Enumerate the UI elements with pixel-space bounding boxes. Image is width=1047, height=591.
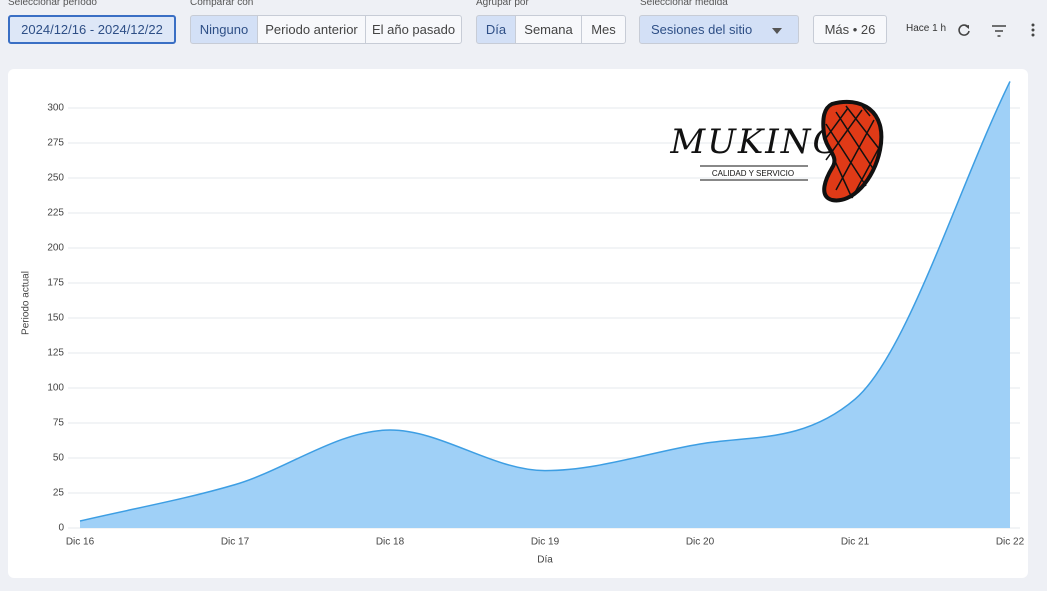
refresh-icon[interactable] xyxy=(957,23,971,37)
x-tick-label: Dic 22 xyxy=(996,537,1025,548)
y-tick-label: 75 xyxy=(53,418,65,429)
filter-icon[interactable] xyxy=(992,25,1006,37)
y-tick-label: 50 xyxy=(53,453,65,464)
y-tick-label: 150 xyxy=(47,313,64,324)
x-tick-label: Dic 21 xyxy=(841,537,870,548)
y-tick-label: 300 xyxy=(47,103,64,114)
period-label: Seleccionar período xyxy=(8,0,97,8)
area-line xyxy=(79,81,1011,522)
measure-label: Seleccionar medida xyxy=(640,0,728,8)
logo: MUKING CALIDAD Y SERVICIO xyxy=(669,99,884,203)
x-tick-label: Dic 20 xyxy=(686,537,715,548)
y-tick-label: 175 xyxy=(47,278,64,289)
y-tick-label: 250 xyxy=(47,173,64,184)
group-option[interactable]: Mes xyxy=(581,15,626,44)
group-option[interactable]: Semana xyxy=(515,15,582,44)
compare-option[interactable]: Periodo anterior xyxy=(257,15,366,44)
group-label: Agrupar por xyxy=(476,0,529,8)
date-range-button[interactable]: 2024/12/16 - 2024/12/22 xyxy=(8,15,176,44)
x-tick-label: Dic 16 xyxy=(66,537,95,548)
caret-icon xyxy=(772,28,782,34)
logo-grid xyxy=(825,105,881,199)
x-tick-label: Dic 19 xyxy=(531,537,560,548)
area-fill xyxy=(80,81,1010,529)
y-tick-label: 200 xyxy=(47,243,64,254)
y-tick-label: 100 xyxy=(47,383,64,394)
group-option[interactable]: Día xyxy=(476,15,516,44)
y-tick-label: 125 xyxy=(47,348,64,359)
y-tick-label: 0 xyxy=(58,523,64,534)
y-axis-label: Periodo actual xyxy=(21,271,32,335)
compare-option[interactable]: Ninguno xyxy=(190,15,258,44)
measure-value: Sesiones del sitio xyxy=(651,22,753,37)
compare-option[interactable]: El año pasado xyxy=(365,15,462,44)
y-tick-label: 25 xyxy=(53,488,65,499)
logo-shape xyxy=(821,99,884,203)
updated-text: Hace 1 h xyxy=(906,23,947,34)
x-axis-label: Día xyxy=(537,555,553,566)
more-button[interactable]: Más • 26 xyxy=(813,15,887,44)
measure-dropdown[interactable]: Sesiones del sitio xyxy=(639,15,799,44)
compare-label: Comparar con xyxy=(190,0,254,8)
y-tick-label: 275 xyxy=(47,138,64,149)
x-tick-label: Dic 17 xyxy=(221,537,250,548)
more-options-icon[interactable] xyxy=(1030,23,1036,37)
logo-subtitle: CALIDAD Y SERVICIO xyxy=(712,169,794,178)
y-tick-label: 225 xyxy=(47,208,64,219)
logo-title: MUKING xyxy=(669,122,841,162)
x-tick-label: Dic 18 xyxy=(376,537,405,548)
